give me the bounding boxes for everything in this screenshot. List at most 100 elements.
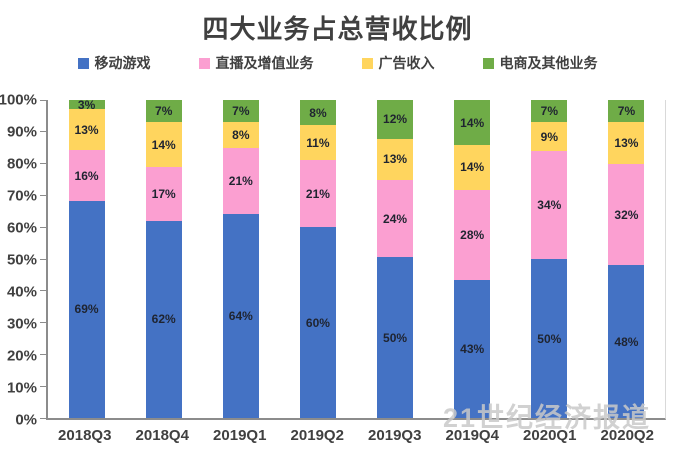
y-axis-tick-mark	[40, 258, 46, 260]
legend-item-2: 广告收入	[361, 53, 435, 73]
bar-segment-value-label: 50%	[537, 331, 562, 346]
bar-segment: 28%	[454, 189, 491, 280]
bar-segment: 13%	[68, 109, 105, 151]
y-axis-tick-label: 90%	[6, 123, 37, 141]
bar-segment: 69%	[68, 200, 105, 418]
y-axis-tick-mark	[40, 226, 46, 228]
bar-segment: 16%	[68, 150, 105, 201]
bar-segment: 24%	[377, 180, 414, 258]
y-axis-tick-label: 0%	[15, 411, 37, 429]
x-axis: 2018Q3 2018Q4 2019Q1 2019Q2 2019Q3 2019Q4 2020…	[46, 427, 666, 444]
bar-segment: 3%	[68, 97, 105, 112]
bar-segment-value-label: 16%	[74, 168, 99, 183]
y-axis-tick-label: 30%	[6, 315, 37, 333]
y-axis-tick-label: 10%	[6, 379, 37, 397]
bar-segment-value-label: 69%	[74, 302, 99, 317]
bar-slot: 50% 24% 13% 12%	[357, 100, 434, 418]
bar-slot: 60% 21% 11% 8%	[279, 100, 356, 418]
bar-segment: 50%	[377, 257, 414, 418]
bar-segment: 13%	[377, 138, 414, 181]
y-axis: 100% 90% 80% 70% 60% 50% 40% 30% 20% 10% 0%	[0, 92, 46, 429]
chart-title: 四大业务占总营收比例	[202, 14, 473, 44]
x-axis-tick-label: 2019Q4	[445, 427, 499, 444]
y-axis-tick-mark	[40, 385, 46, 387]
legend-label: 电商及其他业务	[499, 55, 598, 71]
y-axis-tick-label: 100%	[0, 91, 37, 109]
y-axis-tick-mark	[40, 163, 46, 165]
stacked-bar-2019Q4: 43% 28% 14% 14%	[454, 100, 491, 418]
chart-area: 100% 90% 80% 70% 60% 50% 40% 30% 20% 10% 0% 69% 16%…	[0, 92, 675, 429]
bar-segment-value-label: 13%	[383, 152, 408, 167]
bar-slot: 64% 21% 8% 7%	[202, 100, 279, 418]
bar-segment: 13%	[608, 122, 645, 164]
bar-segment: 21%	[222, 147, 259, 215]
bar-segment-value-label: 24%	[383, 211, 408, 226]
stacked-bar-2019Q2: 60% 21% 11% 8%	[299, 100, 336, 418]
bar-segment: 48%	[608, 265, 645, 418]
legend-swatch-icon	[77, 57, 89, 69]
y-axis-tick-label: 40%	[6, 283, 37, 301]
x-axis-tick-label: 2018Q4	[135, 427, 189, 444]
bar-segment-value-label: 43%	[460, 341, 485, 356]
x-axis-tick-label: 2020Q2	[600, 427, 654, 444]
x-axis-tick-label: 2019Q3	[368, 427, 422, 444]
legend: 移动游戏 直播及增值业务 广告收入 电商及其他业务	[0, 53, 675, 73]
bar-segment: 7%	[531, 100, 568, 123]
bar-segment-value-label: 7%	[540, 104, 558, 119]
bar-segment: 32%	[608, 163, 645, 266]
bar-segment: 8%	[222, 122, 259, 148]
legend-swatch-icon	[361, 57, 373, 69]
legend-item-0: 移动游戏	[77, 53, 151, 73]
stacked-bar-2020Q2: 48% 32% 13% 7%	[608, 100, 645, 418]
bar-segment: 14%	[454, 144, 491, 190]
bar-segment-value-label: 3%	[77, 97, 96, 112]
bar-segment-value-label: 48%	[614, 334, 639, 349]
bar-segment-value-label: 21%	[228, 174, 253, 189]
bar-slot: 43% 28% 14% 14%	[434, 100, 511, 418]
bar-segment-value-label: 50%	[383, 330, 408, 345]
bar-segment: 9%	[531, 122, 568, 151]
y-axis-tick-mark	[40, 353, 46, 355]
bar-segment-value-label: 17%	[151, 186, 176, 201]
stacked-bar-2019Q3: 50% 24% 13% 12%	[377, 100, 414, 418]
bar-segment-value-label: 34%	[537, 197, 562, 212]
y-axis-tick-label: 20%	[6, 347, 37, 365]
x-axis-tick-label: 2020Q1	[523, 427, 577, 444]
bar-segment: 21%	[299, 160, 336, 228]
y-axis-tick-mark	[40, 99, 46, 101]
legend-item-1: 直播及增值业务	[198, 53, 314, 73]
legend-label: 移动游戏	[94, 55, 151, 71]
bar-segment-value-label: 7%	[155, 104, 173, 119]
stacked-bar-2019Q1: 64% 21% 8% 7%	[222, 100, 259, 418]
y-axis-tick-label: 70%	[6, 187, 37, 205]
bar-segment-value-label: 12%	[383, 112, 408, 127]
bar-segment: 8%	[299, 100, 336, 126]
bar-segment-value-label: 8%	[309, 105, 327, 120]
y-axis-tick-mark	[40, 290, 46, 292]
bar-slot: 62% 17% 14% 7%	[125, 100, 202, 418]
plot-area: 69% 16% 13% 3% 62% 17% 14% 7% 64% 21% 8% 7% 60% 21% 11…	[40, 97, 666, 420]
bar-segment-value-label: 14%	[460, 160, 485, 175]
bar-segment: 34%	[531, 150, 568, 259]
bar-segment: 17%	[145, 166, 182, 221]
bar-segment: 64%	[222, 214, 259, 418]
y-axis-tick-label: 50%	[6, 251, 37, 269]
bar-segment-value-label: 14%	[151, 137, 176, 152]
bar-segment-value-label: 9%	[540, 129, 558, 144]
bar-segment-value-label: 21%	[305, 186, 330, 201]
y-axis-tick-mark	[40, 322, 46, 324]
bar-segment: 11%	[299, 125, 336, 161]
bar-slot: 50% 34% 9% 7%	[511, 100, 588, 418]
bar-segment: 62%	[145, 220, 182, 418]
bar-slot: 48% 32% 13% 7%	[588, 100, 665, 418]
y-axis-tick-label: 80%	[6, 155, 37, 173]
bar-segment-value-label: 8%	[232, 128, 250, 142]
x-axis-tick-label: 2019Q1	[213, 427, 267, 444]
bar-segment: 7%	[145, 100, 182, 123]
y-axis-tick-label: 60%	[6, 219, 37, 237]
y-axis-tick-mark	[40, 131, 46, 133]
y-axis-tick-mark	[40, 417, 46, 419]
legend-label: 直播及增值业务	[215, 55, 314, 71]
bar-segment-value-label: 11%	[306, 135, 330, 150]
bar-segment-value-label: 13%	[74, 122, 99, 137]
